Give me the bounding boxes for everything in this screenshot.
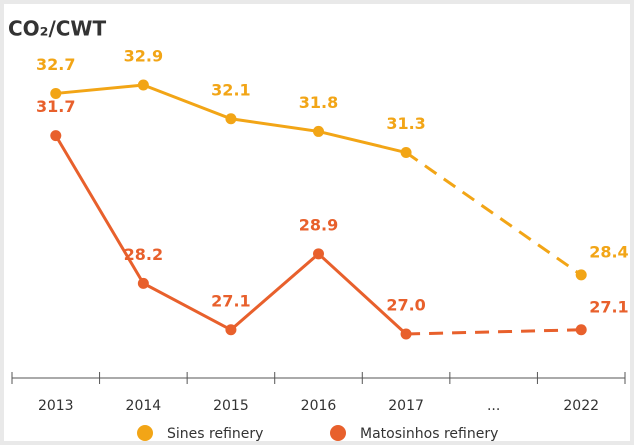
data-label: 27.1 <box>211 291 250 310</box>
x-tick-label: ... <box>487 398 500 414</box>
gap-bridge <box>405 151 583 277</box>
data-label: 31.3 <box>386 114 425 133</box>
point <box>50 130 62 142</box>
legend-marker <box>137 425 153 441</box>
point <box>137 79 149 91</box>
data-label: 28.9 <box>299 215 338 234</box>
point <box>225 113 237 125</box>
legend-label: Sines refinery <box>167 426 263 442</box>
gap-bridge <box>406 328 582 336</box>
point <box>313 125 324 137</box>
data-label: 32.7 <box>36 55 75 74</box>
data-label: 32.9 <box>124 47 163 66</box>
chart-title: CO₂/CWT <box>8 17 106 41</box>
data-label: 32.1 <box>211 80 250 99</box>
point <box>313 248 324 260</box>
data-label: 27.1 <box>589 297 628 316</box>
x-tick-label: 2014 <box>126 398 162 414</box>
data-label: 28.2 <box>124 245 163 264</box>
point <box>137 277 149 289</box>
x-tick-label: 2017 <box>388 398 424 414</box>
data-label: 31.7 <box>36 97 75 116</box>
x-tick-label: 2013 <box>38 398 74 414</box>
x-tick-label: 2015 <box>213 398 249 414</box>
point <box>50 87 62 99</box>
point <box>225 324 237 336</box>
legend-marker <box>330 425 346 441</box>
data-label: 27.0 <box>386 296 425 315</box>
point <box>400 147 412 159</box>
x-tick-label: 2016 <box>301 398 337 414</box>
data-label: 31.8 <box>299 93 338 112</box>
point <box>575 324 587 336</box>
point <box>575 269 587 281</box>
legend-label: Matosinhos refinery <box>360 426 498 442</box>
x-tick-label: 2022 <box>563 398 599 414</box>
data-label: 28.4 <box>589 242 628 261</box>
point <box>400 328 412 340</box>
